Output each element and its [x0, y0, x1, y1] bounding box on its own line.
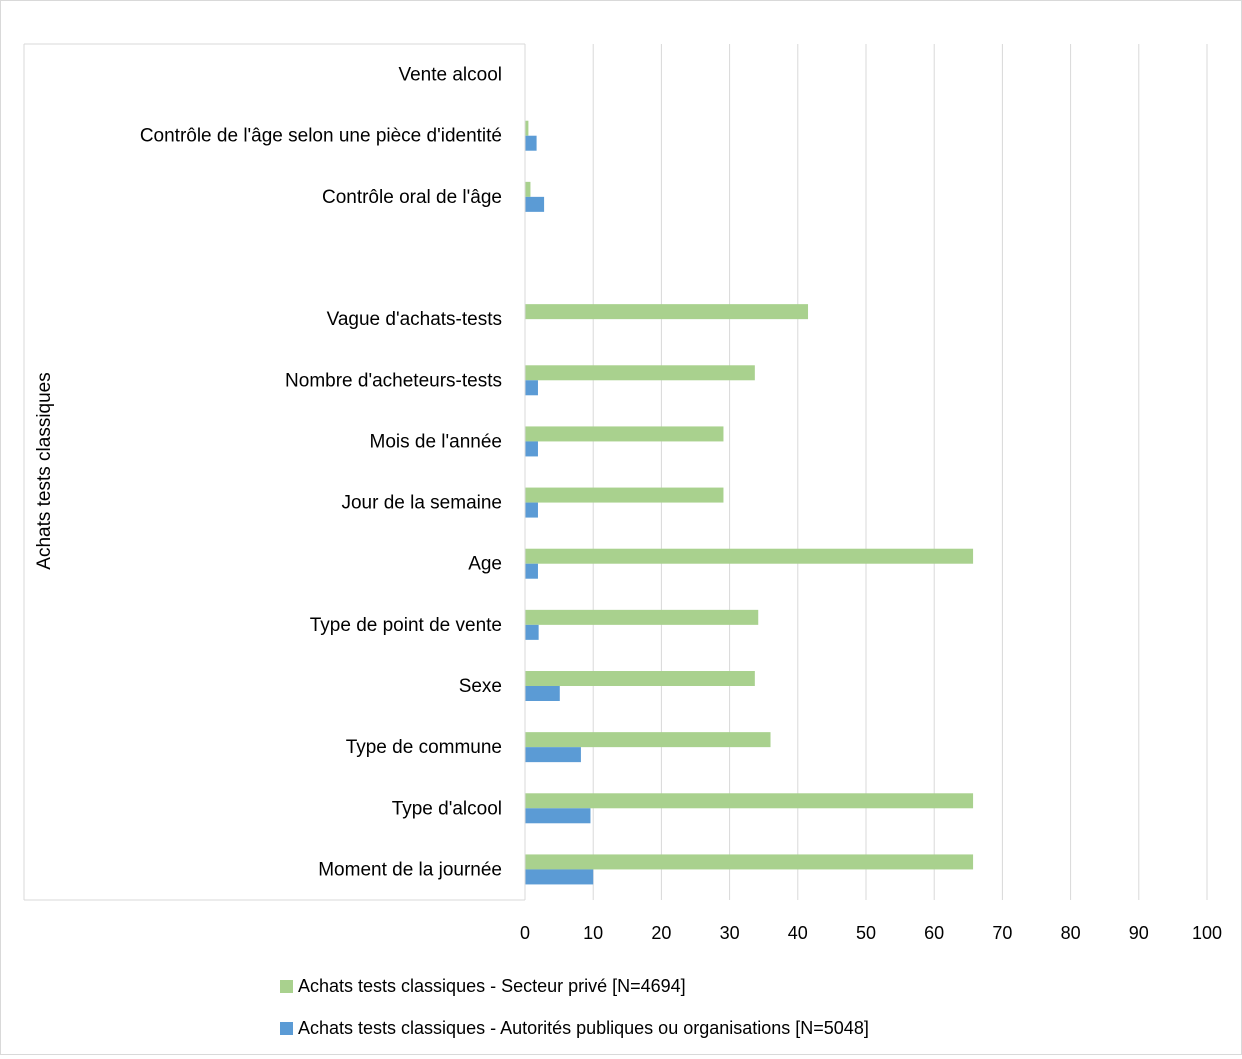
bar-autorites-publiques-nombre-d-acheteurs-tests	[525, 380, 538, 396]
bar-secteur-prive-type-d-alcool	[525, 793, 974, 809]
category-labels: Vente alcool Contrôle de l'âge selon une …	[140, 65, 502, 881]
bar-secteur-prive-age	[525, 548, 974, 564]
x-tick-label: 80	[1061, 923, 1081, 943]
legend-label: Achats tests classiques - Autorités publ…	[298, 1018, 869, 1038]
category-label: Sexe	[459, 676, 502, 697]
bar-secteur-prive-vague-d-achats-tests	[525, 304, 809, 320]
bar-secteur-prive-controle-oral-de-l-age	[525, 181, 531, 197]
x-tick-label: 70	[992, 923, 1012, 943]
group-label: Achats tests classiques	[34, 372, 55, 569]
x-tick-label: 10	[583, 923, 603, 943]
category-label: Vente alcool	[398, 65, 502, 86]
x-tick-labels: 0 10 20 30 40 50 60 70 80 90 100	[520, 923, 1222, 943]
x-tick-label: 20	[651, 923, 671, 943]
category-label: Mois de l'année	[370, 431, 503, 452]
x-tick-label: 40	[788, 923, 808, 943]
category-label: Type d'alcool	[392, 798, 502, 819]
bar-autorites-publiques-jour-de-la-semaine	[525, 502, 538, 518]
bar-autorites-publiques-age	[525, 563, 538, 579]
gridlines	[592, 44, 1208, 900]
legend-swatch	[280, 1022, 293, 1035]
category-label: Vague d'achats-tests	[327, 309, 502, 330]
category-label: Type de commune	[346, 737, 502, 758]
legend-item: Achats tests classiques - Autorités publ…	[280, 1018, 869, 1038]
bar-autorites-publiques-controle-de-l-age-selon-une-piece-d-identite	[525, 135, 537, 151]
legend: Achats tests classiques - Secteur privé …	[280, 976, 869, 1038]
bars	[525, 120, 974, 885]
category-label: Age	[468, 554, 502, 575]
bar-secteur-prive-nombre-d-acheteurs-tests	[525, 365, 755, 381]
bar-autorites-publiques-mois-de-l-annee	[525, 441, 538, 457]
x-tick-label: 30	[720, 923, 740, 943]
bar-autorites-publiques-type-d-alcool	[525, 808, 591, 824]
x-tick-label: 100	[1192, 923, 1222, 943]
x-tick-label: 90	[1129, 923, 1149, 943]
bar-secteur-prive-type-de-point-de-vente	[525, 609, 759, 625]
bar-autorites-publiques-controle-oral-de-l-age	[525, 196, 545, 212]
bar-autorites-publiques-sexe	[525, 686, 560, 701]
legend-item: Achats tests classiques - Secteur privé …	[280, 976, 686, 996]
bar-autorites-publiques-type-de-commune	[525, 747, 581, 763]
legend-swatch	[280, 980, 293, 993]
category-label: Contrôle de l'âge selon une pièce d'iden…	[140, 126, 502, 147]
bar-secteur-prive-jour-de-la-semaine	[525, 487, 724, 503]
axes	[23, 43, 526, 901]
bar-secteur-prive-moment-de-la-journee	[525, 854, 974, 870]
category-label: Jour de la semaine	[341, 493, 502, 514]
bar-autorites-publiques-moment-de-la-journee	[525, 869, 594, 885]
category-label: Contrôle oral de l'âge	[322, 187, 502, 208]
x-tick-label: 0	[520, 923, 530, 943]
bar-secteur-prive-sexe	[525, 671, 755, 686]
bar-autorites-publiques-type-de-point-de-vente	[525, 624, 539, 640]
legend-label: Achats tests classiques - Secteur privé …	[298, 976, 686, 996]
category-label: Type de point de vente	[310, 615, 502, 636]
category-label: Nombre d'acheteurs-tests	[285, 370, 502, 391]
x-tick-label: 50	[856, 923, 876, 943]
category-label: Moment de la journée	[318, 859, 502, 880]
bar-secteur-prive-mois-de-l-annee	[525, 426, 724, 442]
bar-secteur-prive-controle-de-l-age-selon-une-piece-d-identite	[525, 120, 529, 136]
bar-secteur-prive-type-de-commune	[525, 732, 771, 748]
x-tick-label: 60	[924, 923, 944, 943]
